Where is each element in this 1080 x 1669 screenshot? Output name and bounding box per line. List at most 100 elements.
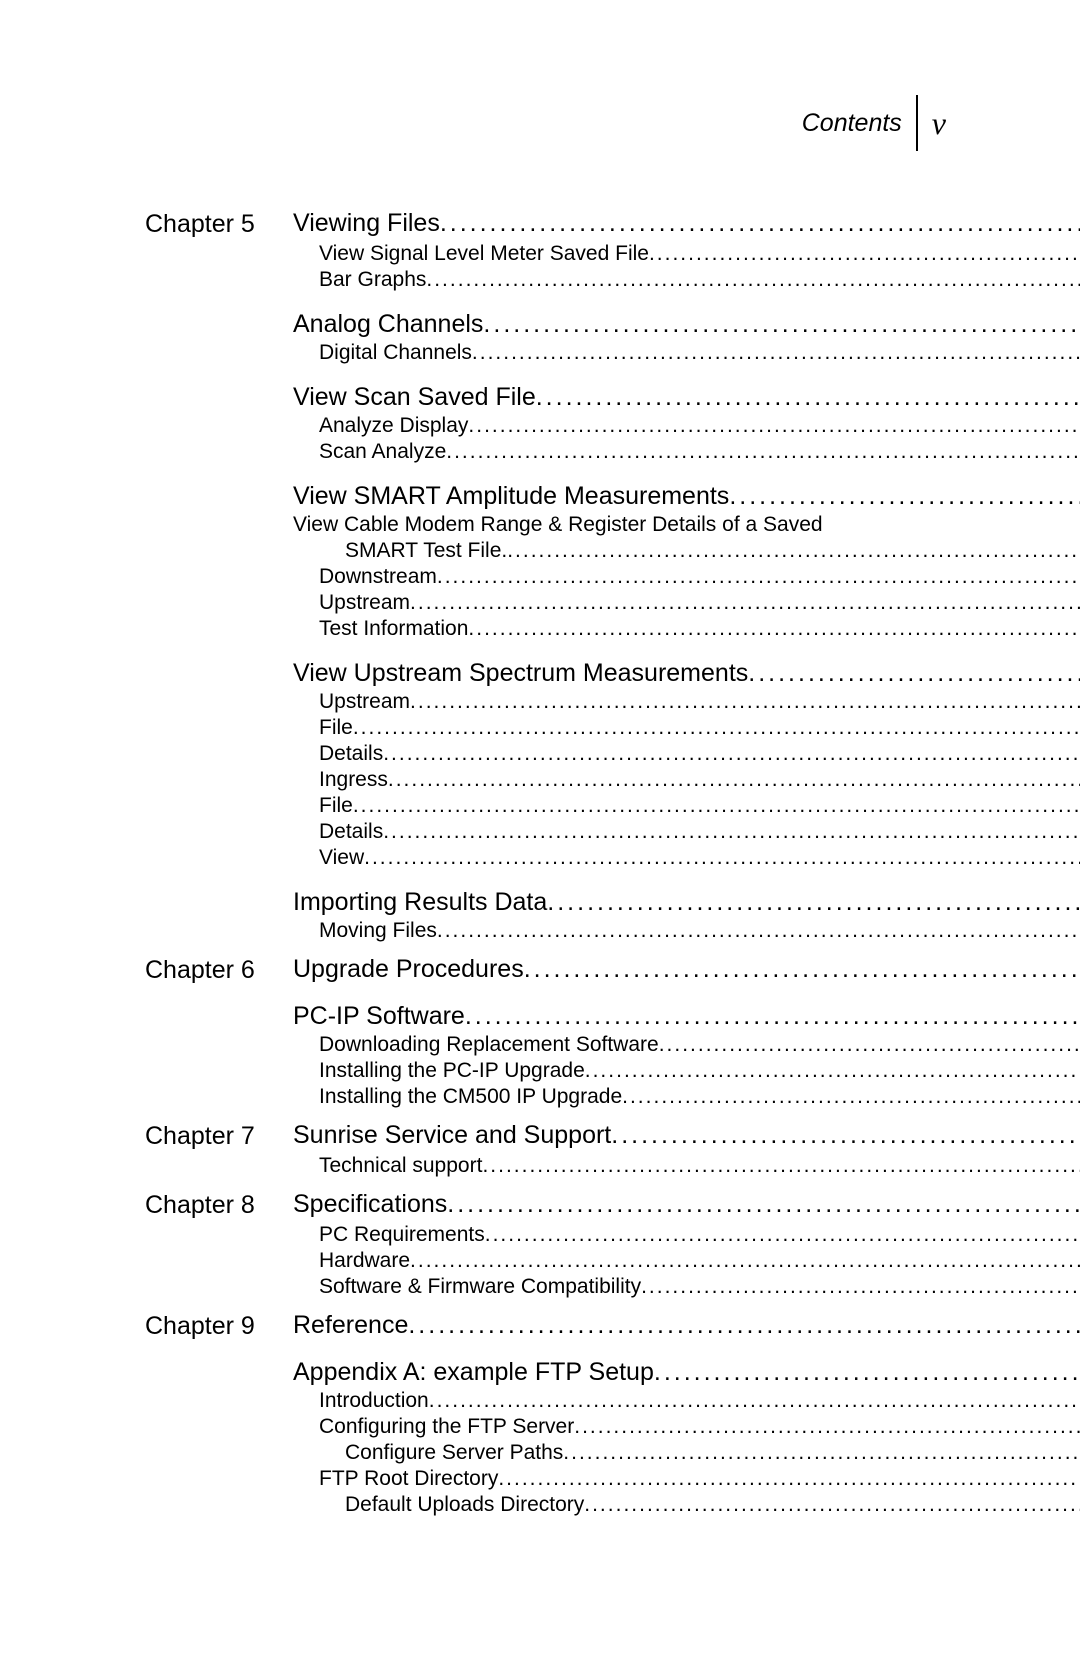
- toc-dot-leader: [383, 742, 1080, 766]
- toc-row-text: Reference: [293, 1311, 408, 1340]
- toc-dot-leader: [388, 768, 1080, 792]
- toc-dot-leader: [649, 242, 1080, 266]
- toc-row-text: Upgrade Procedures: [293, 955, 524, 984]
- toc-dot-leader: [410, 690, 1080, 714]
- toc-row: FTP Root Directory91: [319, 1467, 1080, 1491]
- chapter-block: Chapter 6Upgrade Procedures83PC-IP Softw…: [145, 955, 970, 1111]
- toc-row-text: Downloading Replacement Software: [319, 1033, 659, 1057]
- toc-row: Sunrise Service and Support85: [293, 1121, 1080, 1150]
- toc-row: File77: [319, 716, 1080, 740]
- chapter-block: Chapter 9Reference89Appendix A: example …: [145, 1311, 970, 1519]
- toc-row: Configure Server Paths91: [345, 1441, 1080, 1465]
- header-page-roman: v: [918, 105, 946, 142]
- toc-row-text: Ingress: [319, 768, 388, 792]
- toc-dot-leader: [584, 1493, 1080, 1517]
- toc-row: View SMART Amplitude Measurements70: [293, 482, 1080, 511]
- toc-row: Digital Channels62: [319, 341, 1080, 365]
- entries-column: Sunrise Service and Support85 Technical s…: [293, 1121, 1080, 1180]
- chapter-label: Chapter 7: [145, 1121, 293, 1180]
- toc-row: Analog Channels61: [293, 310, 1080, 339]
- toc-dot-leader: [507, 539, 1080, 563]
- toc-row: View Scan Saved File64: [293, 383, 1080, 412]
- entries-column: Viewing Files59View Signal Level Meter S…: [293, 209, 1080, 945]
- toc-row-text: Viewing Files: [293, 209, 440, 238]
- toc-dot-leader: [574, 1415, 1080, 1439]
- toc-row: SMART Test File.72: [345, 539, 1080, 563]
- toc-row: Technical support85: [319, 1154, 1080, 1178]
- toc-row: Details80: [319, 820, 1080, 844]
- toc-row-text: Configure Server Paths: [345, 1441, 563, 1465]
- toc-row: PC Requirements87: [319, 1223, 1080, 1247]
- toc-row: Upstream73: [319, 591, 1080, 615]
- toc-row: Upgrade Procedures83: [293, 955, 1080, 984]
- toc-row-text: Moving Files: [319, 919, 437, 943]
- chapter-block: Chapter 7Sunrise Service and Support85Te…: [145, 1121, 970, 1180]
- toc-row-text: View: [319, 846, 364, 870]
- toc-row-text: Upstream: [319, 690, 410, 714]
- toc-dot-leader: [536, 383, 1080, 412]
- toc-dot-leader: [483, 310, 1080, 339]
- toc-row: Ingress78: [319, 768, 1080, 792]
- toc-row-text: Details: [319, 820, 383, 844]
- toc-dot-leader: [447, 1190, 1080, 1219]
- toc-dot-leader: [482, 1154, 1080, 1178]
- toc-dot-leader: [429, 1389, 1080, 1413]
- toc-row-text: Scan Analyze: [319, 440, 446, 464]
- toc-row-text: Configuring the FTP Server: [319, 1415, 574, 1439]
- toc-row: Details77: [319, 742, 1080, 766]
- toc-row: PC-IP Software83: [293, 1002, 1080, 1031]
- chapter-label: Chapter 9: [145, 1311, 293, 1519]
- toc-row-text: Analog Channels: [293, 310, 483, 339]
- chapter-label: Chapter 5: [145, 209, 293, 945]
- toc-row: Appendix A: example FTP Setup89: [293, 1358, 1080, 1387]
- toc-dot-leader: [498, 1467, 1080, 1491]
- toc-dot-leader: [440, 209, 1080, 238]
- toc-dot-leader: [524, 955, 1080, 984]
- toc-row-text: Specifications: [293, 1190, 447, 1219]
- toc-dot-leader: [654, 1358, 1080, 1387]
- toc-row-text: Sunrise Service and Support: [293, 1121, 611, 1150]
- entries-column: Specifications87PC Requirements87Hardwar…: [293, 1190, 1080, 1301]
- toc-row-text: Technical support: [319, 1154, 482, 1178]
- toc-dot-leader: [437, 919, 1080, 943]
- toc-row: Installing the PC-IP Upgrade83: [319, 1059, 1080, 1083]
- toc-dot-leader: [563, 1441, 1080, 1465]
- toc-dot-leader: [353, 794, 1080, 818]
- toc-row-text: Test Information: [319, 617, 468, 641]
- toc-row-text: FTP Root Directory: [319, 1467, 498, 1491]
- toc-row: Introduction89: [319, 1389, 1080, 1413]
- toc-row: Viewing Files59: [293, 209, 1080, 238]
- toc-row-text: Digital Channels: [319, 341, 472, 365]
- toc-dot-leader: [748, 659, 1080, 688]
- toc-dot-leader: [408, 1311, 1080, 1340]
- toc-row-text: Analyze Display: [319, 414, 468, 438]
- toc-row: Importing Results Data80: [293, 888, 1080, 917]
- toc-row-text: Details: [319, 742, 383, 766]
- toc-dot-leader: [410, 591, 1080, 615]
- toc-row-text: Installing the CM500 IP Upgrade: [319, 1085, 622, 1109]
- toc-row: Moving Files80: [319, 919, 1080, 943]
- toc-dot-leader: [426, 268, 1080, 292]
- toc-row: Configuring the FTP Server90: [319, 1415, 1080, 1439]
- toc-dot-leader: [437, 565, 1080, 589]
- toc-row-text: Hardware: [319, 1249, 410, 1273]
- chapter-block: Chapter 8Specifications87PC Requirements…: [145, 1190, 970, 1301]
- toc-row: Software & Firmware Compatibility87: [319, 1275, 1080, 1299]
- toc-dot-leader: [353, 716, 1080, 740]
- toc-dot-leader: [465, 1002, 1080, 1031]
- toc-row-text: Downstream: [319, 565, 437, 589]
- toc-row: Test Information74: [319, 617, 1080, 641]
- toc-row-text: File: [319, 716, 353, 740]
- toc-row-text: Importing Results Data: [293, 888, 547, 917]
- toc-dot-leader: [472, 341, 1080, 365]
- chapter-label: Chapter 8: [145, 1190, 293, 1301]
- toc-row-text: Upstream: [319, 591, 410, 615]
- toc-row: Scan Analyze67: [319, 440, 1080, 464]
- toc-row: Hardware87: [319, 1249, 1080, 1273]
- toc-row-text: Default Uploads Directory: [345, 1493, 584, 1517]
- toc-dot-leader: [364, 846, 1080, 870]
- toc-row-text: View SMART Amplitude Measurements: [293, 482, 729, 511]
- page-header: Contents v: [145, 95, 946, 151]
- toc-dot-leader: [468, 414, 1080, 438]
- toc-row-text: PC-IP Software: [293, 1002, 465, 1031]
